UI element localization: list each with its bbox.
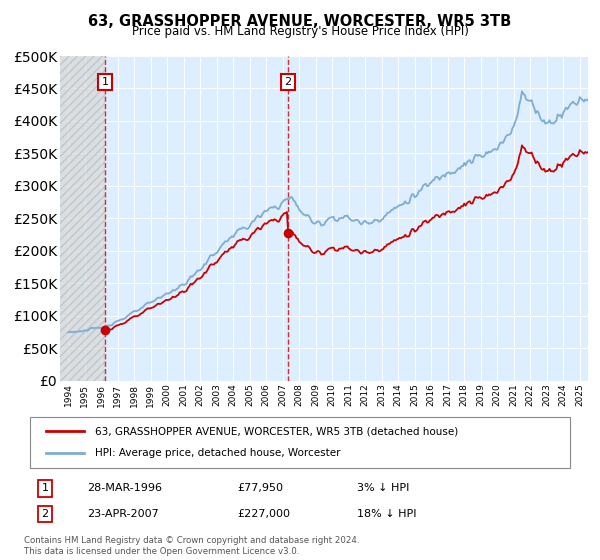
Text: 1: 1 [41,483,49,493]
Text: Contains HM Land Registry data © Crown copyright and database right 2024.
This d: Contains HM Land Registry data © Crown c… [24,536,359,556]
Text: 63, GRASSHOPPER AVENUE, WORCESTER, WR5 3TB: 63, GRASSHOPPER AVENUE, WORCESTER, WR5 3… [88,14,512,29]
Text: £77,950: £77,950 [237,483,283,493]
Text: £227,000: £227,000 [237,509,290,519]
Text: 1: 1 [102,77,109,87]
Text: 63, GRASSHOPPER AVENUE, WORCESTER, WR5 3TB (detached house): 63, GRASSHOPPER AVENUE, WORCESTER, WR5 3… [95,426,458,436]
FancyBboxPatch shape [30,417,570,468]
Text: 2: 2 [41,509,49,519]
Text: 18% ↓ HPI: 18% ↓ HPI [357,509,416,519]
Text: 28-MAR-1996: 28-MAR-1996 [87,483,162,493]
Text: 23-APR-2007: 23-APR-2007 [87,509,159,519]
Bar [60,56,105,381]
Text: Price paid vs. HM Land Registry's House Price Index (HPI): Price paid vs. HM Land Registry's House … [131,25,469,38]
Text: 2: 2 [284,77,292,87]
Text: 3% ↓ HPI: 3% ↓ HPI [357,483,409,493]
Text: HPI: Average price, detached house, Worcester: HPI: Average price, detached house, Worc… [95,449,340,459]
